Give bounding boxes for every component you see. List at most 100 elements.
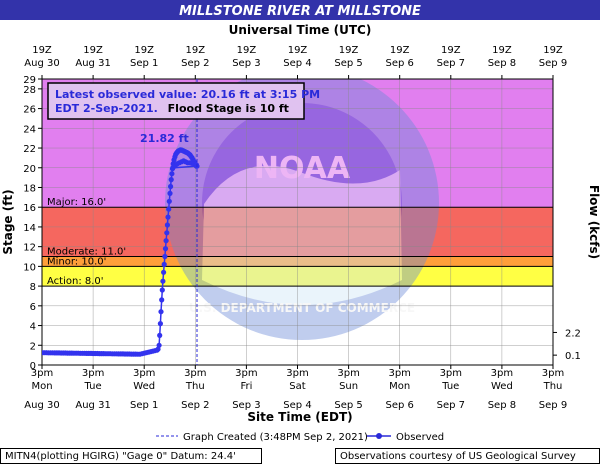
bottom-tick-label-date: Sep 8 bbox=[488, 400, 516, 411]
bottom-tick-label-date: Sep 3 bbox=[232, 400, 260, 411]
bottom-tick-label-day: Wed bbox=[491, 381, 513, 392]
bottom-tick-label-day: Tue bbox=[84, 381, 102, 392]
observed-point bbox=[164, 222, 170, 228]
observed-point bbox=[157, 332, 163, 338]
bottom-tick-label-day: Fri bbox=[240, 381, 252, 392]
y-tick-label: 2 bbox=[30, 341, 36, 352]
observed-point bbox=[166, 206, 172, 212]
top-tick-label-time: 19Z bbox=[186, 45, 206, 56]
y-tick-label: 0 bbox=[30, 361, 36, 372]
y-tick-label: 10 bbox=[23, 262, 36, 273]
observed-point bbox=[164, 230, 170, 236]
bottom-tick-label-date: Sep 5 bbox=[334, 400, 362, 411]
y-tick-label: 16 bbox=[23, 203, 36, 214]
observed-point bbox=[157, 321, 163, 327]
y-tick-label: 4 bbox=[30, 322, 36, 333]
legend-observed-marker bbox=[376, 433, 382, 439]
y2-axis-title: Flow (kcfs) bbox=[587, 185, 600, 259]
svg-text:U.S. DEPARTMENT OF COMMERCE: U.S. DEPARTMENT OF COMMERCE bbox=[189, 301, 415, 315]
latest-observed-date: EDT 2-Sep-2021. bbox=[55, 102, 158, 115]
bottom-tick-label-date: Sep 7 bbox=[437, 400, 465, 411]
bottom-tick-label-day: Sat bbox=[289, 381, 305, 392]
band-label-moderate: Moderate: 11.0' bbox=[47, 247, 126, 258]
bottom-tick-label-date: Sep 1 bbox=[130, 400, 158, 411]
y-tick-label: 8 bbox=[30, 282, 36, 293]
top-tick-label-date: Sep 4 bbox=[283, 58, 311, 69]
latest-observed-line1: Latest observed value: 20.16 ft at 3:15 … bbox=[55, 88, 320, 101]
y-tick-label: 12 bbox=[23, 243, 36, 254]
legend: Graph Created (3:48PM Sep 2, 2021) Obser… bbox=[156, 432, 444, 443]
chart-title: MILLSTONE RIVER AT MILLSTONE bbox=[179, 4, 421, 19]
band-label-action: Action: 8.0' bbox=[47, 276, 104, 287]
top-tick-label-date: Sep 5 bbox=[334, 58, 362, 69]
bottom-tick-label-day: Mon bbox=[31, 381, 52, 392]
y-axis-title: Stage (ft) bbox=[1, 189, 15, 254]
observed-point bbox=[168, 177, 174, 183]
bottom-tick-label-time: 3pm bbox=[31, 368, 53, 379]
band-label-minor: Minor: 10.0' bbox=[47, 256, 106, 267]
observed-point bbox=[162, 246, 169, 252]
bottom-tick-label-time: 3pm bbox=[337, 368, 359, 379]
observed-point bbox=[161, 261, 167, 267]
flood-stage-note: Flood Stage is 10 ft bbox=[168, 102, 289, 115]
top-tick-label-date: Sep 1 bbox=[130, 58, 158, 69]
top-tick-label-time: 19Z bbox=[288, 45, 308, 56]
y-tick-label: 14 bbox=[23, 223, 36, 234]
y-tick-label: 26 bbox=[23, 105, 36, 116]
observed-point bbox=[158, 309, 164, 315]
bottom-tick-label-date: Aug 30 bbox=[24, 400, 59, 411]
bottom-tick-label-day: Wed bbox=[133, 381, 155, 392]
observed-point bbox=[167, 190, 173, 196]
y-tick-label: 22 bbox=[23, 144, 36, 155]
bottom-tick-label-day: Tue bbox=[441, 381, 459, 392]
observed-point bbox=[159, 287, 165, 293]
top-axis-title: Universal Time (UTC) bbox=[229, 23, 372, 37]
bottom-tick-label-time: 3pm bbox=[542, 368, 564, 379]
svg-text:NOAA: NOAA bbox=[254, 151, 351, 186]
observed-point bbox=[161, 269, 167, 275]
observed-point bbox=[160, 278, 166, 284]
top-tick-label-date: Sep 9 bbox=[539, 58, 567, 69]
title-bar bbox=[0, 0, 600, 20]
observed-point bbox=[162, 253, 168, 260]
top-tick-label-time: 19Z bbox=[441, 45, 461, 56]
latest-observed-box: Latest observed value: 20.16 ft at 3:15 … bbox=[47, 82, 320, 120]
legend-graph-created-label: Graph Created (3:48PM Sep 2, 2021) bbox=[183, 432, 368, 443]
top-tick-label-time: 19Z bbox=[237, 45, 257, 56]
bottom-tick-label-date: Aug 31 bbox=[75, 400, 110, 411]
top-tick-label-date: Sep 7 bbox=[437, 58, 465, 69]
bottom-tick-label-date: Sep 9 bbox=[539, 400, 567, 411]
top-tick-label-time: 19Z bbox=[32, 45, 52, 56]
observed-point bbox=[168, 183, 174, 190]
observed-point bbox=[159, 297, 165, 303]
y-tick-label: 6 bbox=[30, 302, 36, 313]
top-tick-label-time: 19Z bbox=[543, 45, 563, 56]
bottom-tick-label-time: 3pm bbox=[184, 368, 206, 379]
bottom-tick-label-date: Sep 6 bbox=[386, 400, 414, 411]
band-label-major: Major: 16.0' bbox=[47, 197, 106, 208]
top-tick-label-time: 19Z bbox=[492, 45, 512, 56]
bottom-tick-label-day: Mon bbox=[389, 381, 410, 392]
bottom-tick-label-time: 3pm bbox=[440, 368, 462, 379]
y-tick-label: 18 bbox=[23, 183, 36, 194]
bottom-tick-label-date: Sep 2 bbox=[181, 400, 209, 411]
bottom-tick-label-time: 3pm bbox=[286, 368, 308, 379]
top-tick-label-date: Aug 31 bbox=[75, 58, 110, 69]
x-axis-title: Site Time (EDT) bbox=[247, 410, 352, 424]
bottom-tick-label-day: Thu bbox=[185, 381, 205, 392]
observed-point bbox=[156, 342, 162, 348]
footer-credit: Observations courtesy of US Geological S… bbox=[335, 448, 600, 464]
footer-datum: MITN4(plotting HGIRG) "Gage 0" Datum: 24… bbox=[0, 448, 262, 464]
y-tick-label: 20 bbox=[23, 164, 36, 175]
bottom-tick-label-day: Sun bbox=[339, 381, 358, 392]
legend-observed-label: Observed bbox=[396, 432, 444, 443]
top-tick-label-date: Sep 3 bbox=[232, 58, 260, 69]
bottom-tick-label-date: Sep 4 bbox=[283, 400, 311, 411]
top-tick-label-date: Aug 30 bbox=[24, 58, 59, 69]
bottom-tick-label-time: 3pm bbox=[491, 368, 513, 379]
peak-label: 21.82 ft bbox=[140, 132, 189, 145]
top-tick-label-time: 19Z bbox=[83, 45, 103, 56]
bottom-tick-label-day: Thu bbox=[543, 381, 563, 392]
svg-text:EDT 2-Sep-2021. Flood: EDT 2-Sep-2021. Flood Stage is 10 ft bbox=[55, 102, 289, 115]
